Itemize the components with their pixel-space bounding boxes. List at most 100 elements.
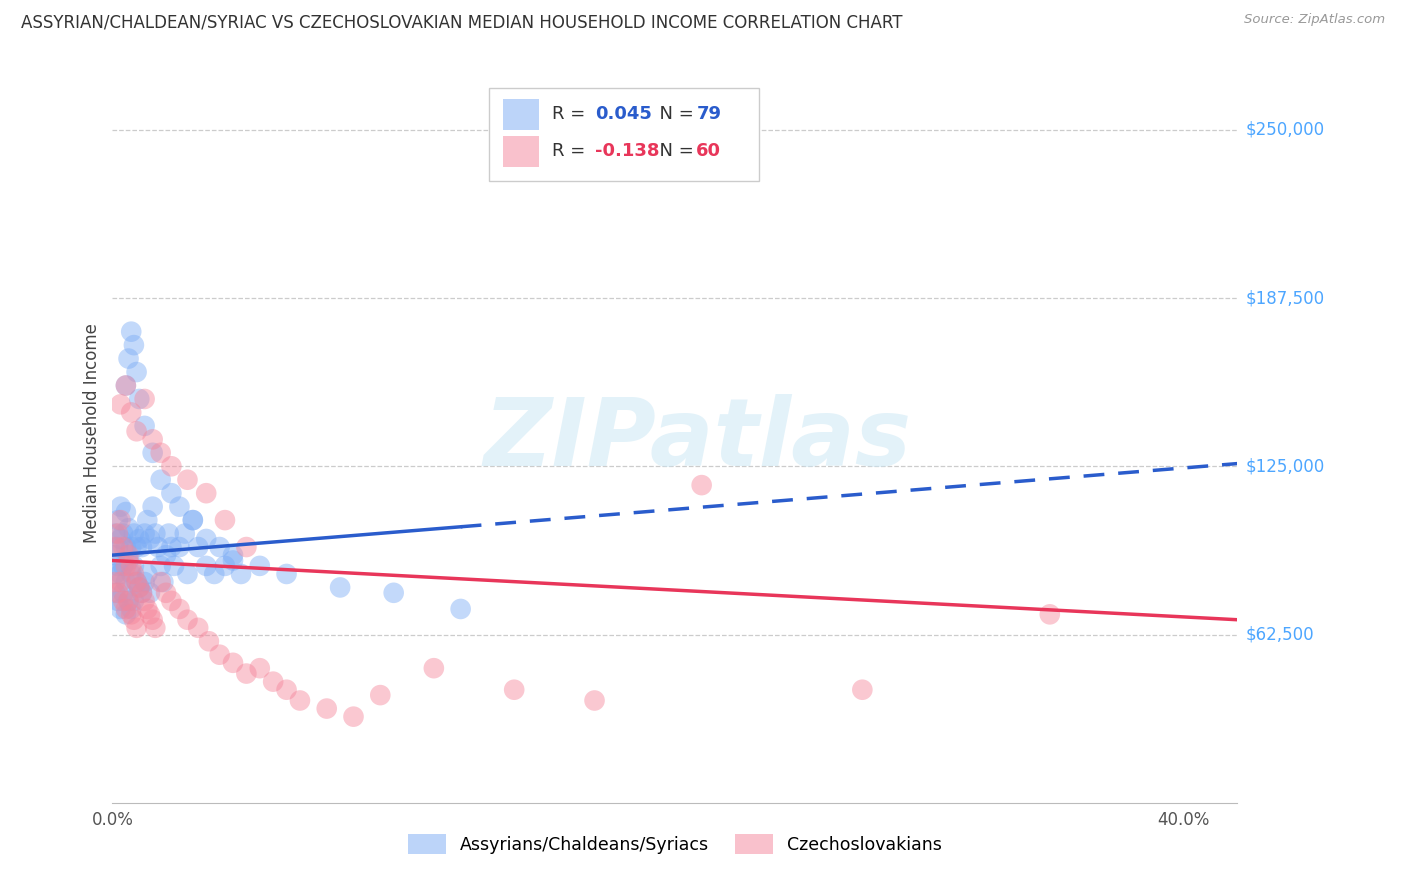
Point	[128, 532, 150, 546]
Point	[583, 693, 606, 707]
Point	[1039, 607, 1062, 622]
Point	[149, 446, 172, 460]
Point	[169, 500, 191, 514]
Point	[262, 674, 284, 689]
Point	[176, 566, 198, 581]
Point	[115, 607, 138, 622]
Point	[136, 513, 159, 527]
Point	[142, 613, 165, 627]
Point	[222, 548, 245, 562]
Point	[120, 566, 142, 581]
Legend: Assyrians/Chaldeans/Syriacs, Czechoslovakians: Assyrians/Chaldeans/Syriacs, Czechoslova…	[401, 827, 949, 861]
Point	[115, 378, 138, 392]
Point	[152, 575, 174, 590]
Text: -0.138: -0.138	[595, 143, 659, 161]
Point	[131, 586, 153, 600]
Point	[187, 621, 209, 635]
Text: ASSYRIAN/CHALDEAN/SYRIAC VS CZECHOSLOVAKIAN MEDIAN HOUSEHOLD INCOME CORRELATION : ASSYRIAN/CHALDEAN/SYRIAC VS CZECHOSLOVAK…	[21, 13, 903, 31]
Text: 0.045: 0.045	[595, 105, 652, 123]
Point	[249, 558, 271, 573]
Point	[690, 478, 713, 492]
FancyBboxPatch shape	[503, 99, 538, 130]
Point	[169, 602, 191, 616]
Point	[503, 682, 526, 697]
Point	[235, 540, 257, 554]
Point	[128, 392, 150, 406]
FancyBboxPatch shape	[503, 136, 538, 167]
Point	[329, 581, 352, 595]
Point	[195, 532, 218, 546]
Point	[276, 566, 298, 581]
Point	[120, 325, 142, 339]
Point	[181, 513, 204, 527]
Text: ZIPatlas: ZIPatlas	[484, 394, 911, 486]
FancyBboxPatch shape	[489, 88, 759, 181]
Point	[423, 661, 446, 675]
Point	[160, 459, 183, 474]
Point	[117, 594, 139, 608]
Point	[155, 548, 177, 562]
Point	[134, 575, 156, 590]
Point	[149, 575, 172, 590]
Point	[149, 473, 172, 487]
Point	[125, 365, 148, 379]
Point	[117, 351, 139, 366]
Point	[157, 526, 180, 541]
Point	[115, 540, 138, 554]
Point	[117, 553, 139, 567]
Text: $125,000: $125,000	[1246, 458, 1324, 475]
Point	[139, 607, 162, 622]
Point	[128, 581, 150, 595]
Point	[160, 594, 183, 608]
Text: $187,500: $187,500	[1246, 289, 1324, 307]
Point	[117, 548, 139, 562]
Point	[112, 558, 135, 573]
Point	[117, 594, 139, 608]
Point	[176, 613, 198, 627]
Point	[131, 586, 153, 600]
Point	[115, 505, 138, 519]
Point	[104, 526, 127, 541]
Point	[104, 586, 127, 600]
Point	[146, 540, 169, 554]
Point	[134, 594, 156, 608]
Text: R =: R =	[553, 105, 592, 123]
Point	[110, 575, 132, 590]
Point	[107, 594, 129, 608]
Point	[851, 682, 873, 697]
Text: $62,500: $62,500	[1246, 625, 1315, 643]
Point	[120, 558, 142, 573]
Text: $250,000: $250,000	[1246, 120, 1324, 139]
Point	[122, 338, 145, 352]
Point	[142, 446, 165, 460]
Point	[107, 586, 129, 600]
Point	[125, 575, 148, 590]
Point	[110, 566, 132, 581]
Point	[120, 405, 142, 419]
Point	[214, 513, 236, 527]
Point	[142, 500, 165, 514]
Point	[139, 532, 162, 546]
Point	[382, 586, 405, 600]
Point	[112, 540, 135, 554]
Text: N =: N =	[648, 143, 699, 161]
Point	[110, 397, 132, 411]
Point	[110, 500, 132, 514]
Point	[120, 602, 142, 616]
Point	[104, 540, 127, 554]
Point	[155, 586, 177, 600]
Point	[125, 424, 148, 438]
Point	[117, 521, 139, 535]
Point	[104, 566, 127, 581]
Point	[122, 566, 145, 581]
Point	[115, 575, 138, 590]
Text: R =: R =	[553, 143, 592, 161]
Point	[222, 553, 245, 567]
Point	[136, 566, 159, 581]
Text: 60: 60	[696, 143, 721, 161]
Point	[120, 540, 142, 554]
Point	[107, 558, 129, 573]
Point	[187, 540, 209, 554]
Point	[122, 558, 145, 573]
Point	[125, 621, 148, 635]
